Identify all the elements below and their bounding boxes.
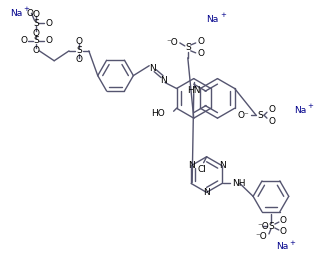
- Text: +: +: [307, 103, 313, 109]
- Text: N: N: [149, 64, 156, 73]
- Text: N: N: [203, 188, 210, 197]
- Text: O: O: [45, 36, 52, 46]
- Text: Na: Na: [207, 15, 219, 24]
- Text: N: N: [219, 161, 225, 170]
- Text: O: O: [76, 55, 82, 64]
- Text: S: S: [34, 36, 39, 46]
- Text: NH: NH: [232, 179, 245, 188]
- Text: S: S: [257, 111, 263, 120]
- Text: O: O: [33, 46, 40, 55]
- Text: ⁻O: ⁻O: [166, 38, 178, 47]
- Text: S: S: [34, 19, 39, 28]
- Text: S: S: [76, 46, 82, 55]
- Text: O: O: [280, 228, 287, 236]
- Text: +: +: [220, 12, 226, 18]
- Text: O: O: [269, 117, 276, 126]
- Text: Na: Na: [276, 242, 288, 251]
- Text: ⁻O: ⁻O: [257, 222, 269, 230]
- Text: O: O: [20, 36, 28, 46]
- Text: Cl: Cl: [197, 165, 206, 174]
- Text: O: O: [27, 9, 34, 18]
- Text: O: O: [33, 29, 40, 38]
- Text: O: O: [198, 38, 205, 46]
- Text: O: O: [198, 49, 205, 58]
- Text: O⁻: O⁻: [238, 111, 249, 120]
- Text: Na: Na: [294, 106, 306, 115]
- Text: O: O: [280, 215, 287, 225]
- Text: +: +: [24, 6, 29, 12]
- Text: +: +: [290, 240, 296, 246]
- Text: N: N: [160, 76, 166, 85]
- Text: ⁻O: ⁻O: [255, 232, 267, 241]
- Text: N: N: [188, 161, 195, 170]
- Text: O: O: [45, 19, 52, 28]
- Text: HN: HN: [187, 86, 201, 95]
- Text: S: S: [268, 222, 274, 230]
- Text: O: O: [76, 38, 82, 46]
- Text: O: O: [269, 105, 276, 114]
- Text: S: S: [185, 43, 191, 53]
- Text: Na: Na: [10, 9, 22, 18]
- Text: HO: HO: [151, 109, 165, 118]
- Text: O: O: [33, 10, 40, 19]
